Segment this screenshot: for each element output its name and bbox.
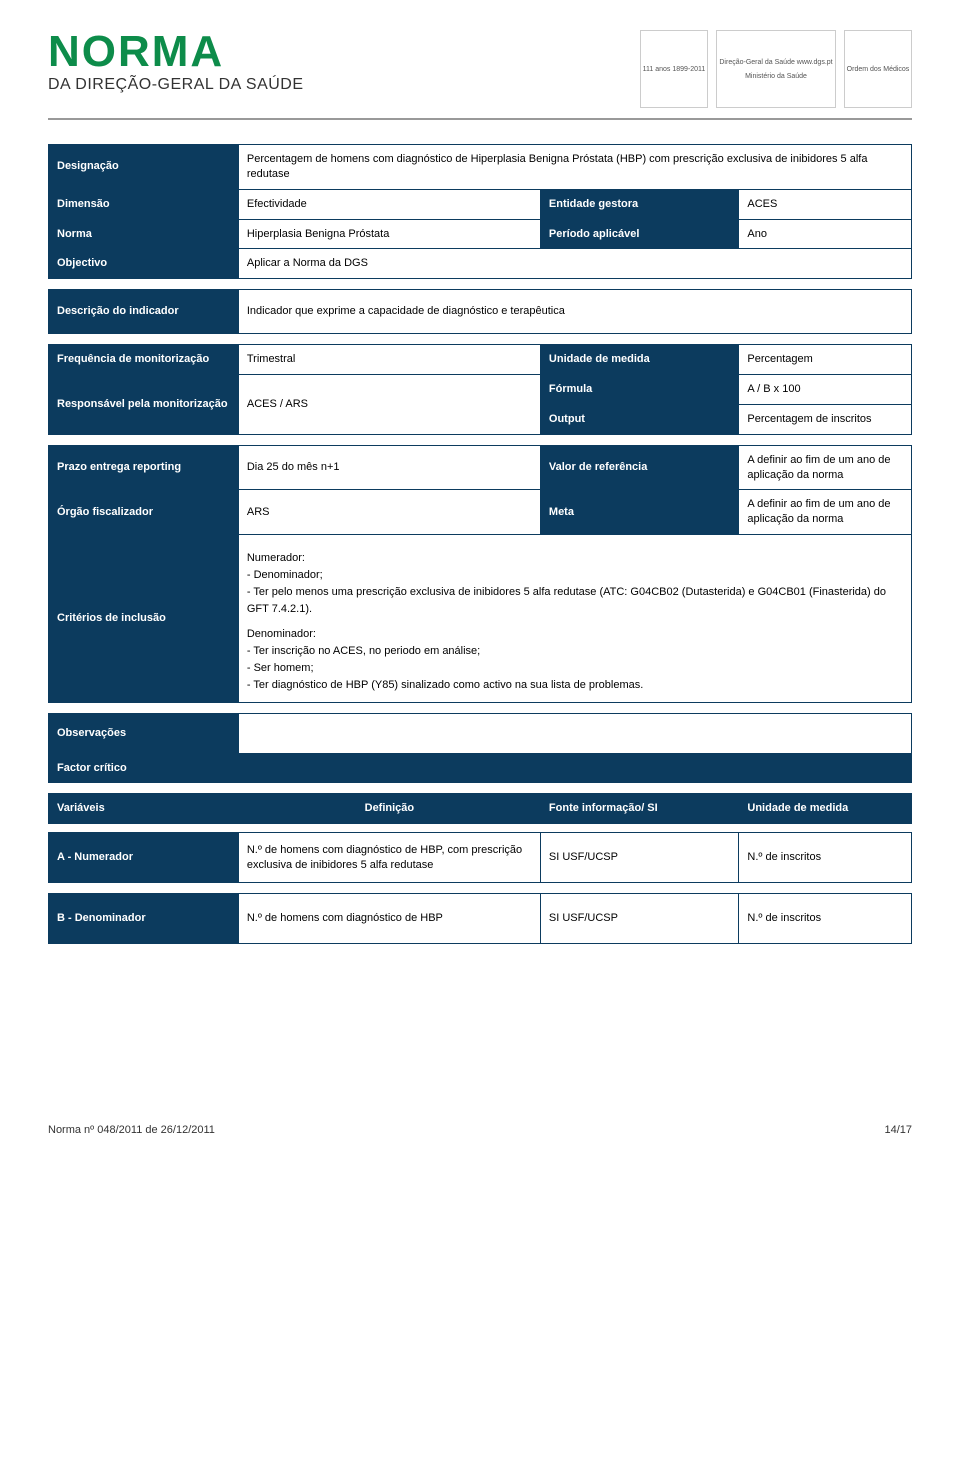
page-footer: Norma nº 048/2011 de 26/12/2011 14/17 xyxy=(48,1124,912,1136)
table-observacoes: Observações Factor crítico xyxy=(48,713,912,784)
b-denominador-def: N.º de homens com diagnóstico de HBP xyxy=(238,894,540,944)
descricao-header: Descrição do indicador xyxy=(49,290,239,334)
b-denominador-fonte: SI USF/UCSP xyxy=(540,894,738,944)
freq-header: Frequência de monitorização xyxy=(49,345,239,375)
designacao-header: Designação xyxy=(49,145,239,190)
document-header: NORMA DA DIREÇÃO-GERAL DA SAÚDE 111 anos… xyxy=(48,30,912,108)
orgao-header: Órgão fiscalizador xyxy=(49,490,239,535)
numerador-label: Numerador: xyxy=(247,550,903,567)
b-denominador-header: B - Denominador xyxy=(49,894,239,944)
criterios-value: Numerador: Denominador; Ter pelo menos u… xyxy=(238,535,911,702)
unidade-medida-header: Unidade de medida xyxy=(739,794,912,824)
formula-header: Fórmula xyxy=(540,375,738,405)
formula-value: A / B x 100 xyxy=(739,375,912,405)
b-denominador-um: N.º de inscritos xyxy=(739,894,912,944)
denominador-label: Denominador: xyxy=(247,626,903,643)
a-numerador-def: N.º de homens com diagnóstico de HBP, co… xyxy=(238,833,540,883)
periodo-value: Ano xyxy=(739,219,912,249)
freq-value: Trimestral xyxy=(238,345,540,375)
norma-header: Norma xyxy=(49,219,239,249)
dimensao-value: Efectividade xyxy=(238,189,540,219)
logo-ordem-text: Ordem dos Médicos xyxy=(847,66,910,73)
header-divider xyxy=(48,118,912,120)
page-container: NORMA DA DIREÇÃO-GERAL DA SAÚDE 111 anos… xyxy=(0,0,960,1156)
unidade-header: Unidade de medida xyxy=(540,345,738,375)
meta-header: Meta xyxy=(540,490,738,535)
definicao-header: Definição xyxy=(238,794,540,824)
fonte-header: Fonte informação/ SI xyxy=(540,794,738,824)
norma-logo-text: NORMA xyxy=(48,30,304,74)
table-denominador-b: B - Denominador N.º de homens com diagnó… xyxy=(48,893,912,944)
prazo-value: Dia 25 do mês n+1 xyxy=(238,445,540,490)
table-variaveis-header: Variáveis Definição Fonte informação/ SI… xyxy=(48,793,912,824)
criterios-header: Critérios de inclusão xyxy=(49,535,239,702)
a-numerador-header: A - Numerador xyxy=(49,833,239,883)
objectivo-value: Aplicar a Norma da DGS xyxy=(238,249,911,279)
denominador-item: Ser homem; xyxy=(247,660,903,677)
designacao-value: Percentagem de homens com diagnóstico de… xyxy=(238,145,911,190)
factor-header: Factor crítico xyxy=(49,753,912,783)
logo-111anos-text: 111 anos 1899-2011 xyxy=(643,66,706,73)
prazo-header: Prazo entrega reporting xyxy=(49,445,239,490)
a-numerador-fonte: SI USF/UCSP xyxy=(540,833,738,883)
orgao-value: ARS xyxy=(238,490,540,535)
periodo-header: Período aplicável xyxy=(540,219,738,249)
entidade-value: ACES xyxy=(739,189,912,219)
numerador-item: Denominador; xyxy=(247,567,903,584)
norma-value: Hiperplasia Benigna Próstata xyxy=(238,219,540,249)
logo-dgs-text: Direção-Geral da Saúde www.dgs.pt xyxy=(719,59,832,66)
meta-value: A definir ao fim de um ano de aplicação … xyxy=(739,490,912,535)
obs-header: Observações xyxy=(49,713,239,753)
resp-value: ACES / ARS xyxy=(238,375,540,435)
output-value: Percentagem de inscritos xyxy=(739,404,912,434)
logo-ministerio-text: Ministério da Saúde xyxy=(745,73,807,80)
valorref-header: Valor de referência xyxy=(540,445,738,490)
norma-subtitle: DA DIREÇÃO-GERAL DA SAÚDE xyxy=(48,76,304,94)
footer-doc-ref: Norma nº 048/2011 de 26/12/2011 xyxy=(48,1124,215,1136)
logo-111anos: 111 anos 1899-2011 xyxy=(640,30,708,108)
table-identificacao: Designação Percentagem de homens com dia… xyxy=(48,144,912,279)
valorref-value: A definir ao fim de um ano de aplicação … xyxy=(739,445,912,490)
descricao-value: Indicador que exprime a capacidade de di… xyxy=(238,290,911,334)
denominador-item: Ter inscrição no ACES, no periodo em aná… xyxy=(247,643,903,660)
entidade-header: Entidade gestora xyxy=(540,189,738,219)
table-monitorizacao: Frequência de monitorização Trimestral U… xyxy=(48,344,912,435)
numerador-item: Ter pelo menos uma prescrição exclusiva … xyxy=(247,584,903,618)
header-right-logos: 111 anos 1899-2011 Direção-Geral da Saúd… xyxy=(640,30,912,108)
variaveis-header: Variáveis xyxy=(49,794,239,824)
output-header: Output xyxy=(540,404,738,434)
obs-value xyxy=(238,713,911,753)
footer-page-number: 14/17 xyxy=(884,1124,912,1136)
table-numerador-a: A - Numerador N.º de homens com diagnóst… xyxy=(48,832,912,883)
dimensao-header: Dimensão xyxy=(49,189,239,219)
logo-dgs-ministerio: Direção-Geral da Saúde www.dgs.pt Minist… xyxy=(716,30,836,108)
table-descricao: Descrição do indicador Indicador que exp… xyxy=(48,289,912,334)
denominador-item: Ter diagnóstico de HBP (Y85) sinalizado … xyxy=(247,677,903,694)
header-left: NORMA DA DIREÇÃO-GERAL DA SAÚDE xyxy=(48,30,304,94)
resp-header: Responsável pela monitorização xyxy=(49,375,239,435)
objectivo-header: Objectivo xyxy=(49,249,239,279)
logo-ordem-medicos: Ordem dos Médicos xyxy=(844,30,912,108)
a-numerador-um: N.º de inscritos xyxy=(739,833,912,883)
unidade-value: Percentagem xyxy=(739,345,912,375)
table-reporting: Prazo entrega reporting Dia 25 do mês n+… xyxy=(48,445,912,703)
